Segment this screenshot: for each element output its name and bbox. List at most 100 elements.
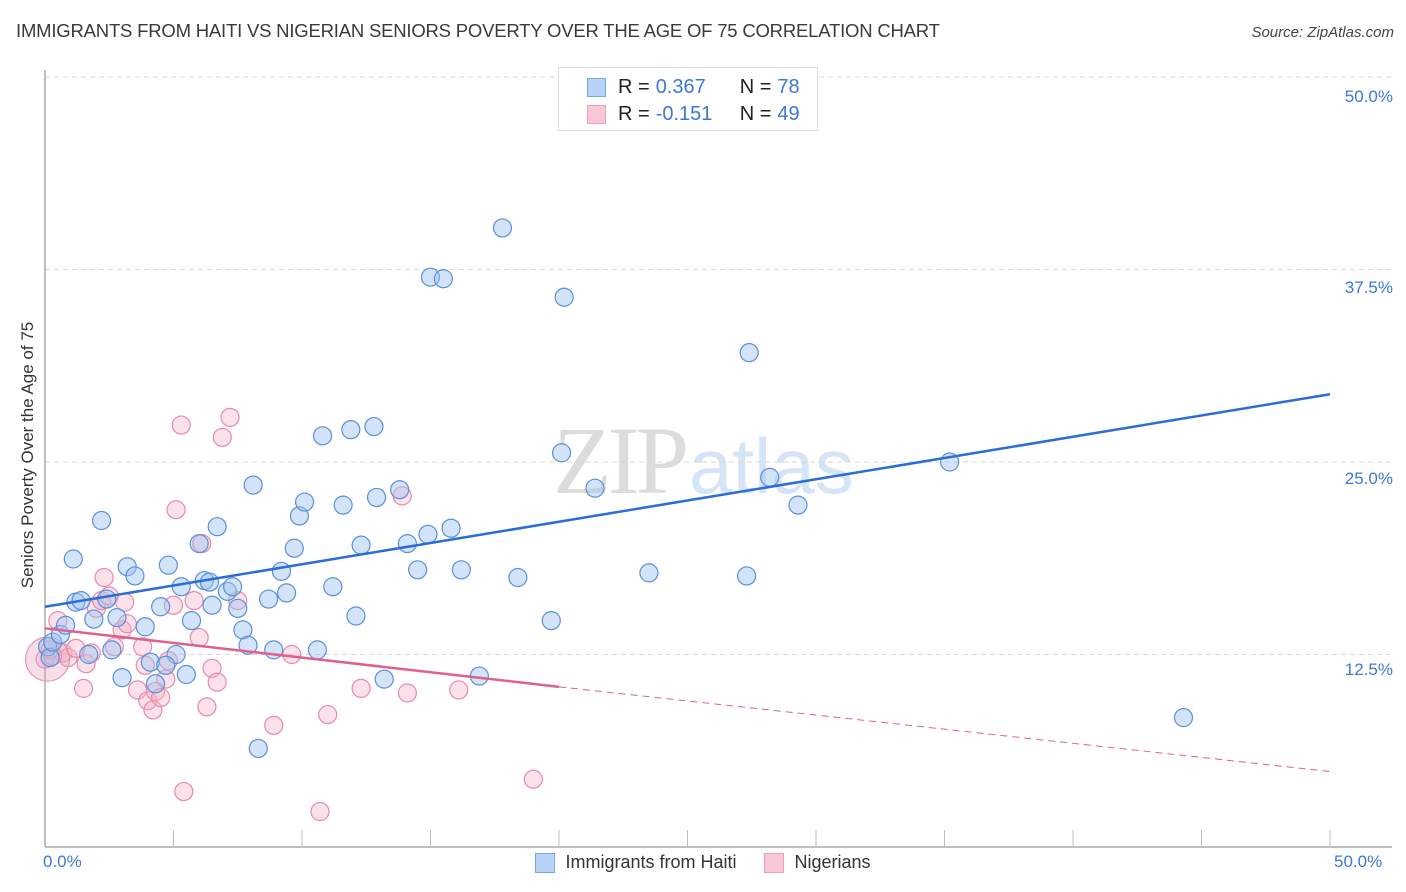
data-point xyxy=(181,611,202,631)
data-point xyxy=(397,683,417,703)
nigerians-swatch-icon xyxy=(764,852,785,873)
data-point xyxy=(248,738,268,759)
y-tick-37-5: 37.5% xyxy=(1344,278,1393,297)
data-point xyxy=(151,597,171,617)
data-point xyxy=(102,640,122,660)
data-point xyxy=(408,560,428,580)
nigerians-trend-extension xyxy=(558,686,1331,773)
haiti-swatch-icon xyxy=(535,852,556,873)
nigerians-points xyxy=(25,407,543,822)
data-point xyxy=(307,640,328,660)
data-point xyxy=(156,655,176,675)
data-point xyxy=(318,704,338,725)
data-point xyxy=(145,674,166,694)
data-point xyxy=(156,669,176,689)
y-axis-label: Seniors Poverty Over the Age of 75 xyxy=(18,321,37,589)
stats-row-nigerians: R = -0.151 N = 49 xyxy=(587,101,800,127)
r-value: -0.151 xyxy=(655,102,713,125)
data-point xyxy=(84,609,104,629)
data-point xyxy=(197,697,217,717)
r-label: R = xyxy=(618,75,650,98)
data-point xyxy=(276,583,297,603)
legend-item-haiti[interactable]: Immigrants from Haiti xyxy=(535,852,736,873)
data-point xyxy=(1173,708,1194,728)
data-point xyxy=(441,518,461,538)
stats-box: R = 0.367 N = 78 R = -0.151 N = 49 xyxy=(558,67,818,131)
data-point xyxy=(133,637,153,657)
data-point xyxy=(243,475,263,495)
nigerians-swatch-icon xyxy=(587,104,606,124)
data-point xyxy=(310,801,330,822)
data-point xyxy=(184,590,204,611)
x-tick-0: 0.0% xyxy=(43,852,82,871)
data-point xyxy=(323,577,343,597)
data-point xyxy=(541,611,561,631)
data-point xyxy=(189,534,209,554)
data-point xyxy=(91,510,112,531)
data-point xyxy=(374,669,394,689)
data-point xyxy=(271,561,292,581)
data-point xyxy=(212,427,232,447)
data-point xyxy=(202,595,222,615)
gridlines xyxy=(45,76,1392,655)
data-point xyxy=(40,647,60,668)
data-point xyxy=(639,563,659,583)
data-point xyxy=(43,632,63,652)
data-point xyxy=(135,655,155,675)
data-point xyxy=(433,269,453,289)
data-point xyxy=(760,467,780,487)
source-label: Source: ZipAtlas.com xyxy=(1251,24,1394,41)
data-point xyxy=(351,535,371,555)
legend-item-nigerians[interactable]: Nigerians xyxy=(764,852,871,873)
data-point xyxy=(63,549,83,569)
legend-label: Nigerians xyxy=(794,852,871,872)
data-point xyxy=(223,577,243,597)
data-point xyxy=(366,487,387,508)
data-point xyxy=(418,524,438,544)
y-tick-50: 50.0% xyxy=(1344,87,1393,106)
data-point xyxy=(554,287,574,307)
data-point xyxy=(125,566,145,586)
data-point xyxy=(351,678,371,698)
data-point xyxy=(158,555,178,575)
data-point xyxy=(176,664,196,685)
data-point xyxy=(551,443,572,463)
data-point xyxy=(166,500,186,520)
n-label: N = xyxy=(739,75,772,98)
n-value: 49 xyxy=(777,102,800,125)
r-value: 0.367 xyxy=(655,75,706,98)
data-point xyxy=(508,567,528,588)
data-point xyxy=(171,577,191,597)
legend: Immigrants from Haiti Nigerians xyxy=(0,852,1406,873)
data-point xyxy=(346,606,366,626)
data-point xyxy=(94,567,114,588)
trend-lines xyxy=(44,393,1331,773)
data-point xyxy=(390,480,410,500)
data-point xyxy=(174,781,194,802)
data-point xyxy=(107,607,127,628)
data-point xyxy=(737,566,757,586)
y-tick-12-5: 12.5% xyxy=(1344,660,1393,679)
data-point xyxy=(585,478,605,498)
data-point xyxy=(284,538,304,558)
nigerians-trend-line xyxy=(44,627,560,689)
data-point xyxy=(364,416,384,437)
x-tick-50: 50.0% xyxy=(1334,852,1383,871)
data-point xyxy=(207,672,227,692)
data-point xyxy=(228,598,248,618)
data-point xyxy=(258,589,279,609)
haiti-swatch-icon xyxy=(587,77,606,97)
data-point xyxy=(333,495,353,515)
n-label: N = xyxy=(739,102,772,125)
data-point xyxy=(140,652,160,672)
data-point xyxy=(233,620,253,640)
data-point xyxy=(79,644,99,665)
data-point xyxy=(788,495,808,515)
data-point xyxy=(449,680,469,700)
r-label: R = xyxy=(618,102,650,125)
data-point xyxy=(171,415,191,435)
axes xyxy=(44,70,1392,848)
data-point xyxy=(294,492,315,512)
data-point xyxy=(523,769,543,789)
data-point xyxy=(145,681,166,702)
